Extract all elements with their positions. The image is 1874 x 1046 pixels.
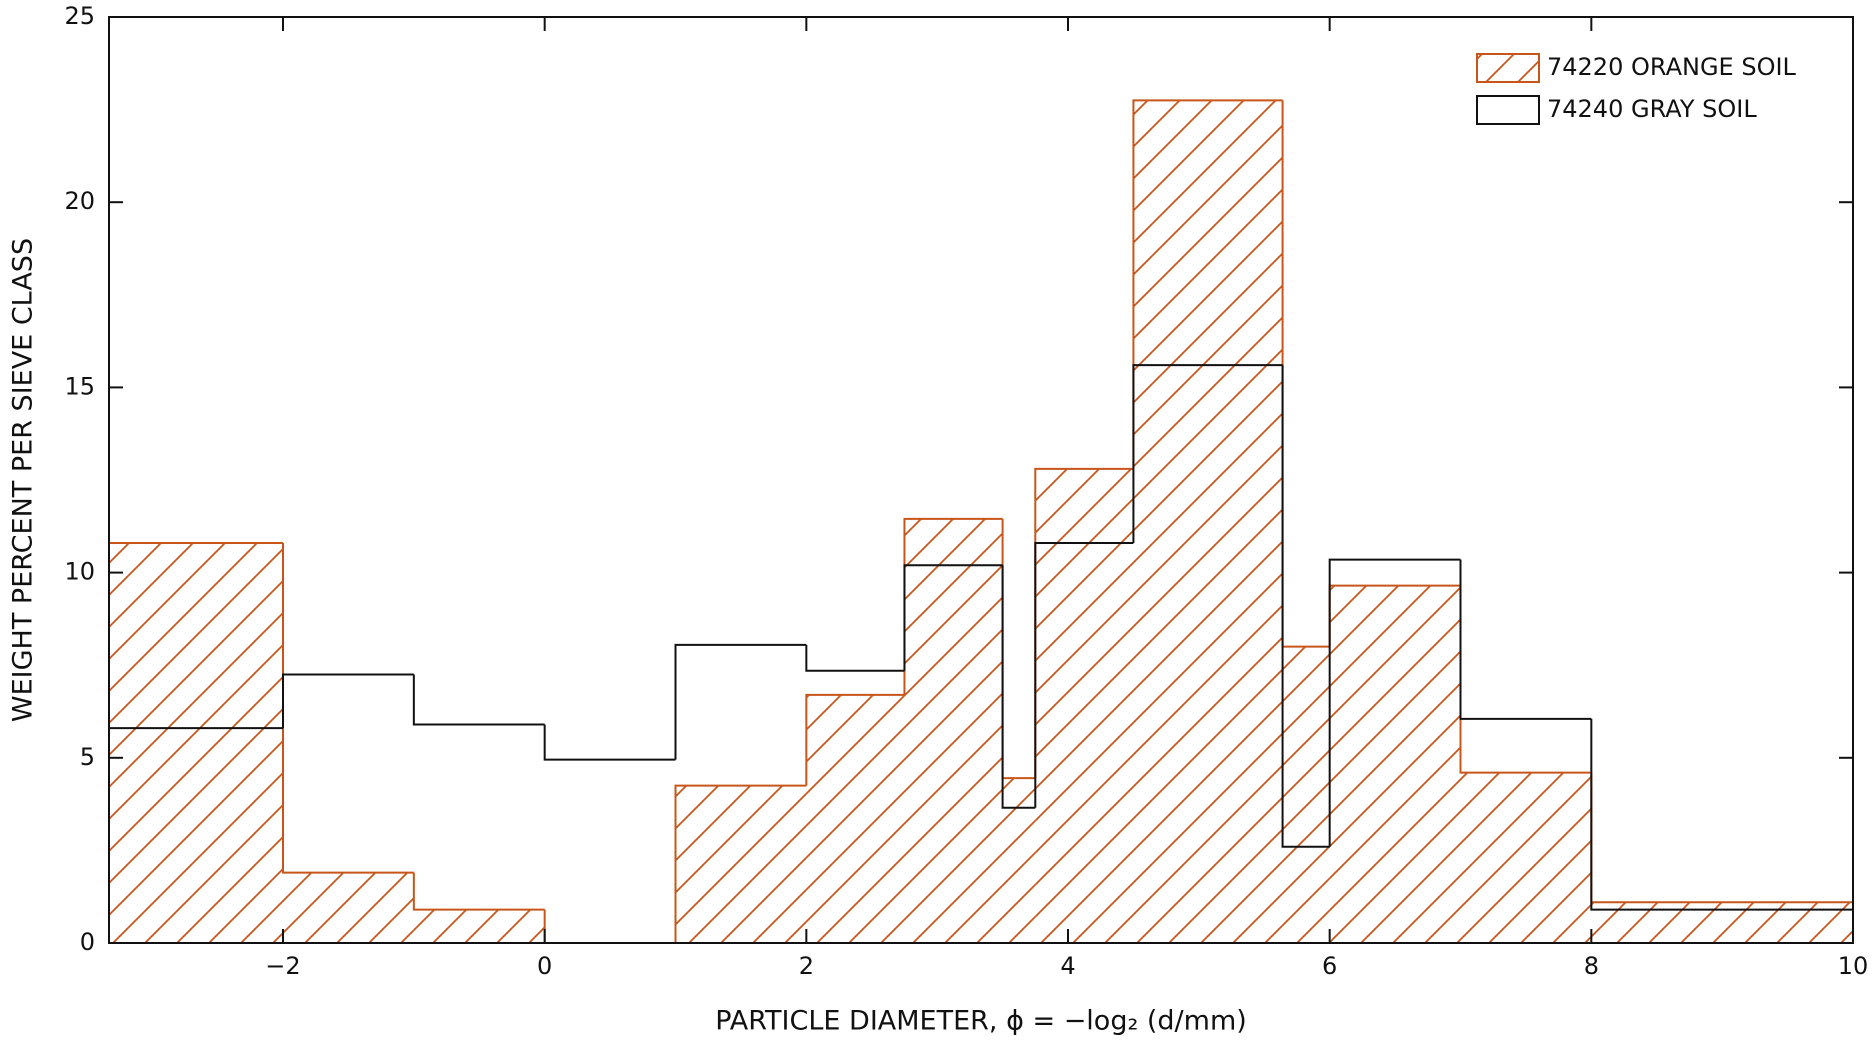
- plot-frame: [108, 16, 1854, 944]
- legend-swatch: [1476, 95, 1540, 125]
- bar: [1460, 772, 1592, 943]
- bar-outline: [674, 643, 807, 760]
- bar: [675, 785, 807, 943]
- plot-area: [108, 99, 1854, 944]
- y-tick-label: 5: [80, 743, 95, 771]
- bar-outline: [282, 542, 414, 874]
- bar-outline: [1590, 718, 1854, 943]
- bar-outline: [1281, 365, 1330, 848]
- x-tick-label: 10: [1838, 952, 1869, 980]
- x-tick-label: 4: [1060, 952, 1075, 980]
- bar-outline: [903, 564, 1003, 671]
- y-tick-label: 15: [64, 372, 95, 400]
- bar: [1329, 585, 1461, 943]
- y-axis-label: WEIGHT PERCENT PER SIEVE CLASS: [8, 238, 39, 722]
- x-tick-label: 6: [1322, 952, 1337, 980]
- bar: [545, 760, 676, 943]
- bar: [283, 872, 414, 943]
- bar-outline: [412, 674, 545, 726]
- bar: [1282, 646, 1330, 943]
- bar: [1035, 468, 1134, 943]
- x-tick-label: 2: [799, 952, 814, 980]
- bar-outline: [543, 724, 676, 761]
- bar-outline: [805, 693, 905, 786]
- x-tick-label: 0: [537, 952, 552, 980]
- bar-outline: [674, 784, 807, 943]
- bar-outline: [412, 872, 545, 911]
- bar-outline: [543, 909, 676, 944]
- y-tick-label: 20: [64, 187, 95, 215]
- bar-outline: [1001, 518, 1036, 780]
- y-tick-label: 10: [64, 558, 95, 586]
- bar: [1002, 778, 1036, 943]
- bar-outline: [282, 673, 414, 729]
- bar: [109, 542, 284, 943]
- bar-outline: [805, 644, 905, 672]
- legend-label: 74240 GRAY SOIL: [1547, 95, 1757, 123]
- bar: [1133, 100, 1283, 944]
- bar-outline: [1132, 364, 1283, 543]
- bar-outline: [1132, 99, 1283, 469]
- x-axis-label: PARTICLE DIAMETER, ϕ = −log₂ (d/mm): [715, 1006, 1247, 1037]
- bar-outline: [1034, 541, 1134, 808]
- y-tick-label: 25: [64, 2, 95, 30]
- bar: [904, 518, 1003, 943]
- bar-outline: [1001, 565, 1036, 809]
- bar: [1591, 902, 1853, 943]
- x-tick-label: 8: [1584, 952, 1599, 980]
- bar-outline: [1281, 100, 1330, 648]
- bar: [806, 694, 905, 943]
- bar: [413, 909, 545, 943]
- legend-swatch: [1476, 53, 1540, 83]
- legend-label: 74220 ORANGE SOIL: [1547, 53, 1797, 81]
- x-tick-label: −2: [265, 952, 300, 980]
- bar-outline: [1328, 558, 1461, 847]
- y-tick-label: 0: [80, 928, 95, 956]
- bar-outline: [1459, 559, 1592, 720]
- bar-outline: [1459, 585, 1592, 774]
